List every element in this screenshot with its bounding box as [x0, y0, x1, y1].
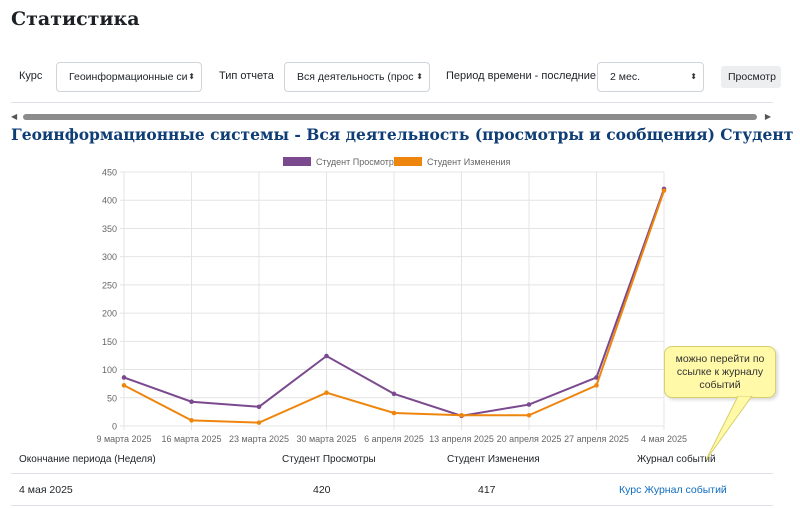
y-tick-label: 400 — [102, 196, 117, 206]
scroll-left-icon[interactable]: ◀ — [11, 112, 18, 121]
legend-label: Студент Просмотры — [316, 157, 400, 167]
data-point — [256, 404, 262, 410]
report-type-select[interactable]: Вся деятельность (прос ⬍ — [284, 62, 430, 92]
data-point — [121, 375, 127, 380]
data-point — [324, 390, 329, 395]
data-point — [256, 420, 262, 425]
select-caret-icon: ⬍ — [188, 72, 195, 81]
view-button[interactable]: Просмотр — [721, 66, 781, 88]
horizontal-scrollbar[interactable]: ◀ ▶ — [9, 112, 773, 122]
table-divider — [11, 505, 773, 506]
x-tick-label: 6 апреля 2025 — [364, 434, 424, 444]
data-point — [324, 353, 329, 359]
period-select[interactable]: 2 мес. ⬍ — [597, 62, 704, 92]
legend-swatch — [283, 157, 311, 166]
data-point — [594, 383, 599, 388]
data-point — [189, 418, 194, 423]
y-tick-label: 300 — [102, 252, 117, 262]
y-axis-ticks: 0 50 100 150 200 250 300 350 400 450 — [102, 168, 117, 432]
y-tick-label: 0 — [112, 422, 117, 432]
scroll-right-icon[interactable]: ▶ — [764, 112, 771, 121]
x-tick-label: 4 мая 2025 — [641, 434, 687, 444]
data-point — [391, 410, 397, 416]
period-select-value: 2 мес. — [610, 71, 640, 83]
divider — [11, 102, 773, 103]
y-tick-label: 200 — [102, 309, 117, 319]
data-point — [189, 399, 194, 405]
x-tick-label: 16 марта 2025 — [161, 434, 221, 444]
filters-bar: Курс Геоинформационные си ⬍ Тип отчета В… — [0, 62, 800, 94]
select-caret-icon: ⬍ — [416, 72, 423, 81]
annotation-pointer — [705, 396, 753, 461]
period-label: Период времени - последние: — [446, 70, 600, 82]
chart-series — [121, 186, 667, 425]
page-title: Статистика — [11, 8, 140, 30]
x-tick-label: 30 марта 2025 — [296, 434, 356, 444]
course-log-link[interactable]: Курс Журнал событий — [619, 484, 727, 496]
table-cell-views: 420 — [313, 484, 331, 496]
data-point — [526, 412, 532, 418]
data-point — [526, 402, 532, 407]
y-tick-label: 50 — [107, 393, 117, 403]
legend-label: Студент Изменения — [427, 157, 511, 167]
chart-grid — [120, 171, 665, 430]
line-chart: Студент Просмотры Студент Изменения 0 50 10… — [96, 157, 687, 444]
report-type-label: Тип отчета — [219, 70, 274, 82]
table-cell-period: 4 мая 2025 — [19, 484, 73, 496]
x-tick-label: 27 апреля 2025 — [564, 434, 629, 444]
y-tick-label: 250 — [102, 280, 117, 290]
scrollbar-thumb[interactable] — [23, 114, 757, 120]
y-tick-label: 350 — [102, 224, 117, 234]
chart-legend: Студент Просмотры Студент Изменения — [283, 157, 511, 167]
table-header-period: Окончание периода (Неделя) — [19, 454, 156, 465]
data-point — [459, 412, 464, 418]
course-select-value: Геоинформационные си — [69, 71, 188, 83]
table-header-views: Студент Просмотры — [282, 454, 376, 465]
x-tick-label: 13 апреля 2025 — [429, 434, 494, 444]
data-point — [661, 188, 667, 193]
table-divider — [11, 473, 773, 474]
x-tick-label: 20 апреля 2025 — [497, 434, 562, 444]
select-caret-icon: ⬍ — [690, 72, 697, 81]
x-tick-label: 23 марта 2025 — [229, 434, 289, 444]
report-title: Геоинформационные системы - Вся деятельн… — [11, 125, 794, 144]
x-axis-ticks: 9 марта 2025 16 марта 2025 23 марта 2025 30… — [96, 434, 687, 444]
data-point — [594, 375, 599, 380]
y-tick-label: 450 — [102, 168, 117, 178]
data-point — [391, 391, 397, 397]
report-type-select-value: Вся деятельность (прос — [297, 71, 414, 83]
y-tick-label: 100 — [102, 365, 117, 375]
table-header-log: Журнал событий — [637, 454, 716, 465]
data-point — [121, 383, 127, 388]
course-select[interactable]: Геоинформационные си ⬍ — [56, 62, 202, 92]
course-label: Курс — [19, 70, 43, 82]
legend-swatch — [394, 157, 422, 166]
x-tick-label: 9 марта 2025 — [96, 434, 151, 444]
y-tick-label: 150 — [102, 337, 117, 347]
annotation-note: можно перейти по ссылке к журналу событи… — [664, 346, 776, 398]
table-header-changes: Студент Изменения — [447, 454, 540, 465]
table-cell-changes: 417 — [478, 484, 496, 496]
